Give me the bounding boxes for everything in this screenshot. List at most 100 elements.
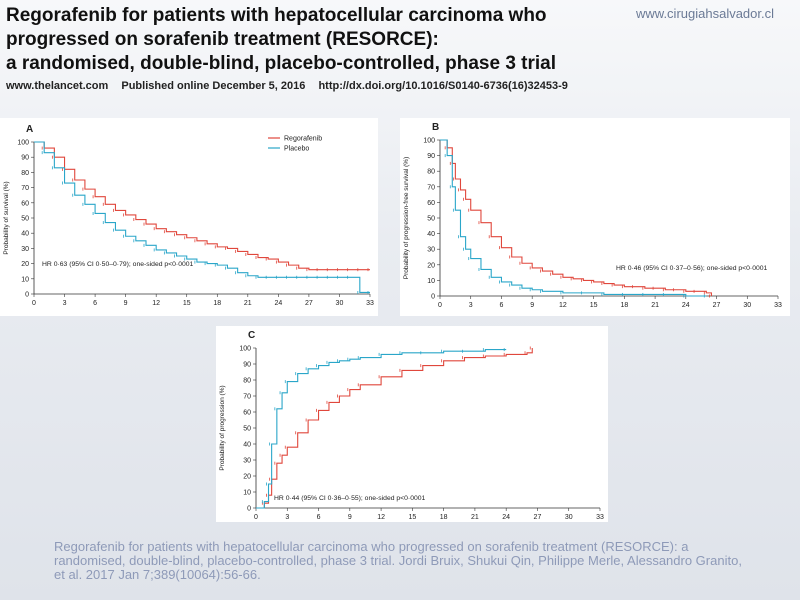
x-tick-label: 9 (530, 302, 534, 309)
legend-label: Regorafenib (284, 136, 322, 143)
x-tick-label: 12 (377, 514, 385, 521)
hr-annotation: HR 0·46 (95% CI 0·37–0·56); one-sided p<… (616, 265, 768, 272)
citation-line: www.thelancet.com Published online Decem… (6, 80, 578, 92)
y-tick-label: 90 (427, 153, 435, 160)
x-tick-label: 12 (559, 302, 567, 309)
y-tick-label: 30 (243, 458, 251, 465)
x-tick-label: 15 (183, 300, 191, 307)
y-axis-label: Probability of survival (%) (3, 181, 10, 254)
x-tick-label: 18 (213, 300, 221, 307)
y-tick-label: 10 (21, 276, 29, 283)
journal-url: www.thelancet.com (6, 80, 109, 92)
y-tick-label: 80 (427, 169, 435, 176)
x-tick-label: 9 (348, 514, 352, 521)
doi-link: http://dx.doi.org/10.1016/S0140-6736(16)… (318, 80, 568, 92)
x-tick-label: 21 (651, 302, 659, 309)
y-tick-label: 40 (21, 231, 29, 238)
x-tick-label: 6 (500, 302, 504, 309)
chart-panel-b: B 0 10 20 30 40 50 60 70 80 90 100 0 3 6 9 12 15 18 21 24 27 3… (400, 118, 790, 316)
legend-label: Placebo (284, 146, 309, 153)
y-tick-label: 90 (21, 155, 29, 162)
y-tick-label: 50 (243, 426, 251, 433)
series-line-placebo (34, 141, 370, 294)
axis-lines (33, 142, 370, 295)
y-tick-label: 30 (427, 247, 435, 254)
y-tick-label: 0 (431, 294, 435, 301)
x-tick-label: 18 (620, 302, 628, 309)
x-tick-label: 15 (408, 514, 416, 521)
series-line-placebo (440, 139, 707, 297)
panel-letter: C (248, 330, 255, 341)
y-tick-label: 50 (21, 216, 29, 223)
x-tick-label: 3 (469, 302, 473, 309)
title-line-2: progressed on sorafenib treatment (RESOR… (6, 29, 439, 50)
x-tick-label: 33 (366, 300, 374, 307)
y-tick-label: 50 (427, 216, 435, 223)
site-url: www.cirugiahsalvador.cl (636, 6, 775, 21)
title-line-1: Regorafenib for patients with hepatocell… (6, 5, 547, 26)
y-tick-label: 10 (243, 490, 251, 497)
y-tick-label: 20 (427, 262, 435, 269)
published-date: Published online December 5, 2016 (121, 80, 306, 92)
x-tick-label: 12 (152, 300, 160, 307)
x-tick-label: 30 (565, 514, 573, 521)
y-tick-label: 60 (427, 200, 435, 207)
y-tick-label: 20 (21, 261, 29, 268)
x-tick-label: 15 (590, 302, 598, 309)
y-tick-label: 70 (427, 184, 435, 191)
reference-caption: Regorafenib for patients with hepatocell… (54, 539, 742, 582)
y-tick-label: 60 (243, 410, 251, 417)
y-tick-label: 80 (21, 170, 29, 177)
x-tick-label: 0 (438, 302, 442, 309)
slide-title: Regorafenib for patients with hepatocell… (6, 4, 606, 76)
y-tick-label: 40 (243, 442, 251, 449)
pfs-chart: B 0 10 20 30 40 50 60 70 80 90 100 0 3 6 9 12 15 18 21 24 27 3… (403, 122, 782, 309)
x-tick-label: 27 (305, 300, 313, 307)
y-tick-label: 0 (247, 506, 251, 513)
chart-panel-a: A 0 10 20 30 40 50 60 70 80 90 100 0 3 6 9 12 15 18 21 24 27 3… (0, 118, 378, 316)
y-tick-label: 30 (21, 246, 29, 253)
x-tick-label: 0 (254, 514, 258, 521)
x-tick-label: 33 (774, 302, 782, 309)
x-tick-label: 30 (743, 302, 751, 309)
series-line-regorafenib (256, 348, 533, 509)
x-tick-label: 6 (93, 300, 97, 307)
x-tick-label: 3 (285, 514, 289, 521)
x-tick-label: 30 (336, 300, 344, 307)
y-axis-label: Probability of progression-free survival… (403, 157, 410, 279)
x-tick-label: 3 (63, 300, 67, 307)
panel-letter: B (432, 122, 439, 133)
y-tick-label: 0 (25, 292, 29, 299)
series-line-regorafenib (440, 139, 712, 296)
survival-chart: A 0 10 20 30 40 50 60 70 80 90 100 0 3 6 9 12 15 18 21 24 27 3… (3, 124, 374, 307)
chart-panel-c: C 0 10 20 30 40 50 60 70 80 90 100 0 3 6 9 12 15 18 21 24 27 3… (216, 326, 608, 522)
x-tick-label: 33 (596, 514, 604, 521)
y-tick-label: 70 (243, 394, 251, 401)
x-tick-label: 27 (534, 514, 542, 521)
x-tick-label: 24 (682, 302, 690, 309)
x-tick-label: 21 (244, 300, 252, 307)
x-tick-label: 18 (440, 514, 448, 521)
y-tick-label: 90 (243, 362, 251, 369)
x-tick-label: 21 (471, 514, 479, 521)
x-tick-label: 27 (713, 302, 721, 309)
x-tick-label: 0 (32, 300, 36, 307)
y-tick-label: 10 (427, 278, 435, 285)
y-tick-label: 100 (423, 138, 435, 145)
title-line-3: a randomised, double-blind, placebo-cont… (6, 53, 557, 74)
hr-annotation: HR 0·63 (95% CI 0·50–0·79); one-sided p<… (42, 261, 194, 268)
series-line-placebo (256, 349, 507, 509)
y-tick-label: 20 (243, 474, 251, 481)
y-tick-label: 60 (21, 200, 29, 207)
x-tick-label: 24 (502, 514, 510, 521)
y-axis-label: Probability of progression (%) (219, 385, 226, 470)
hr-annotation: HR 0·44 (95% CI 0·36–0·55); one-sided p<… (274, 495, 426, 502)
x-tick-label: 24 (274, 300, 282, 307)
y-tick-label: 80 (243, 378, 251, 385)
x-tick-label: 9 (124, 300, 128, 307)
progression-chart: C 0 10 20 30 40 50 60 70 80 90 100 0 3 6 9 12 15 18 21 24 27 3… (219, 330, 604, 521)
y-tick-label: 100 (239, 346, 251, 353)
y-tick-label: 100 (17, 140, 29, 147)
y-tick-label: 70 (21, 185, 29, 192)
panel-letter: A (26, 124, 33, 135)
